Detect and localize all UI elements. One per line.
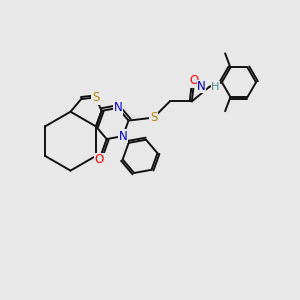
Text: N: N <box>118 130 127 142</box>
Text: N: N <box>113 101 122 114</box>
Text: O: O <box>190 74 199 87</box>
Text: N: N <box>197 80 206 93</box>
Text: O: O <box>94 153 104 166</box>
Text: H: H <box>211 82 220 92</box>
Text: S: S <box>92 91 100 104</box>
Text: S: S <box>150 111 157 124</box>
